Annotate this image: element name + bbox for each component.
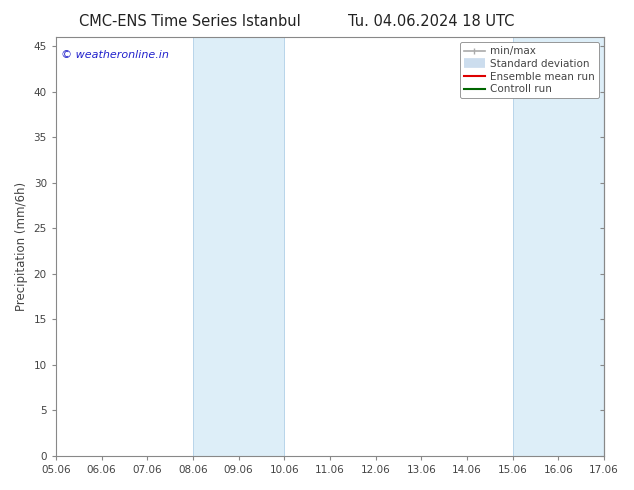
Bar [513, 37, 604, 456]
Bar [193, 37, 284, 456]
Text: Tu. 04.06.2024 18 UTC: Tu. 04.06.2024 18 UTC [348, 14, 514, 29]
Legend: min/max, Standard deviation, Ensemble mean run, Controll run: min/max, Standard deviation, Ensemble me… [460, 42, 599, 98]
Text: CMC-ENS Time Series Istanbul: CMC-ENS Time Series Istanbul [79, 14, 301, 29]
Y-axis label: Precipitation (mm/6h): Precipitation (mm/6h) [15, 182, 28, 311]
Text: © weatheronline.in: © weatheronline.in [61, 49, 169, 60]
